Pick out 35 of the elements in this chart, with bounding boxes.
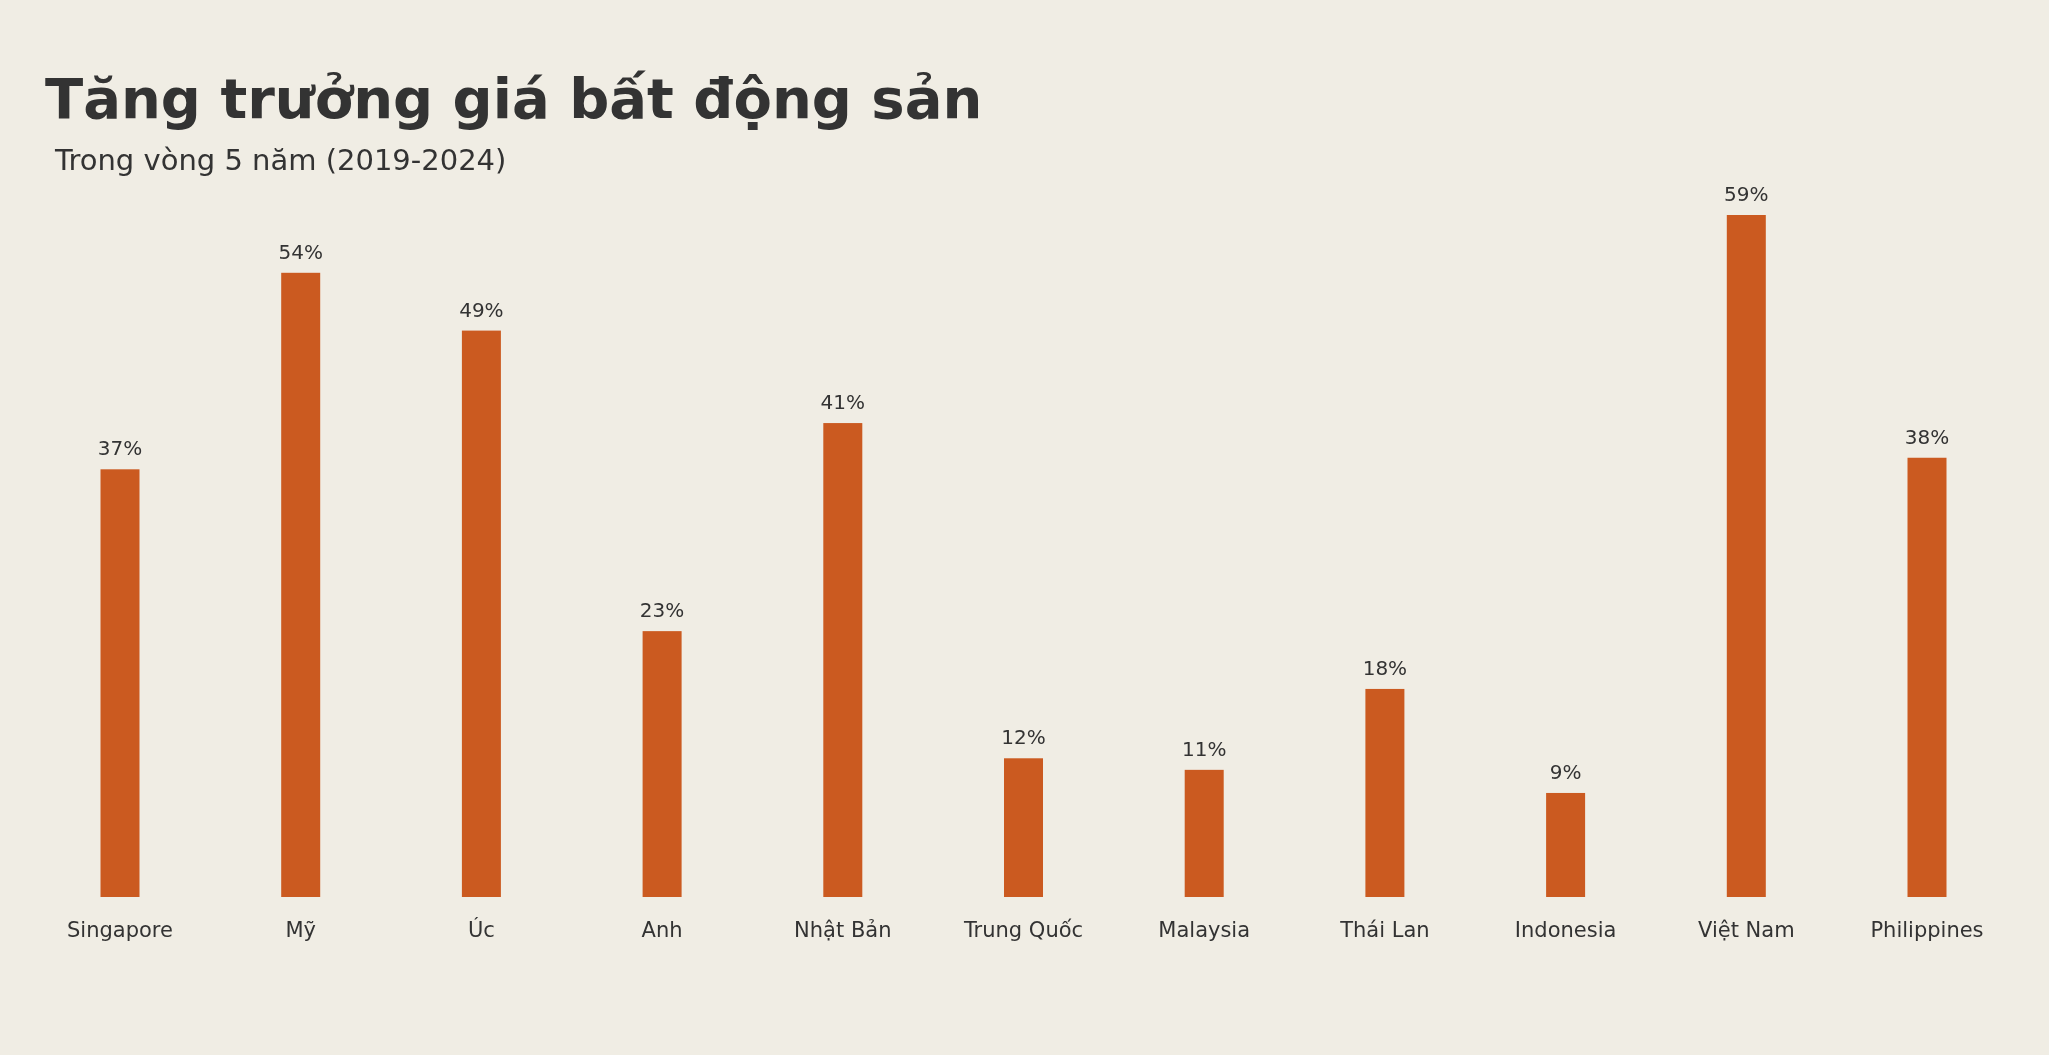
data-label: 18%	[1362, 655, 1408, 680]
data-label: 23%	[639, 598, 685, 623]
x-tick-label: Mỹ	[285, 918, 316, 942]
bar	[1184, 769, 1224, 897]
bar	[1004, 758, 1043, 897]
x-tick-label: Malaysia	[1158, 918, 1251, 942]
data-label: 12%	[1001, 725, 1046, 750]
data-label: 49%	[459, 297, 504, 322]
data-label: 9%	[1549, 759, 1582, 784]
bar	[1546, 792, 1586, 897]
x-tick-label: Nhật Bản	[794, 918, 892, 942]
bar	[100, 469, 140, 897]
x-tick-label: Anh	[641, 918, 683, 942]
data-label: 11%	[1181, 736, 1227, 761]
chart-title: Tăng trưởng giá bất động sản	[45, 66, 983, 131]
x-tick-label: Thái Lan	[1339, 918, 1430, 942]
x-tick-label: Trung Quốc	[962, 918, 1084, 942]
x-tick-label: Indonesia	[1514, 918, 1617, 942]
bar	[1726, 215, 1766, 897]
data-label: 37%	[97, 436, 143, 461]
data-label: 41%	[820, 390, 866, 415]
bar	[461, 330, 501, 897]
x-tick-label: Singapore	[67, 918, 173, 942]
data-label: 59%	[1724, 182, 1769, 206]
x-tick-label: Philippines	[1870, 918, 1984, 942]
data-label: 38%	[1904, 424, 1950, 449]
data-label: 54%	[278, 239, 323, 264]
bar	[1365, 688, 1405, 897]
x-tick-label: Úc	[467, 917, 495, 942]
bar	[823, 423, 863, 897]
x-tick-label: Việt Nam	[1698, 918, 1795, 942]
chart-subtitle: Trong vòng 5 năm (2019-2024)	[54, 143, 507, 177]
bar	[281, 272, 321, 897]
bar	[1907, 457, 1947, 897]
bar	[642, 631, 682, 897]
